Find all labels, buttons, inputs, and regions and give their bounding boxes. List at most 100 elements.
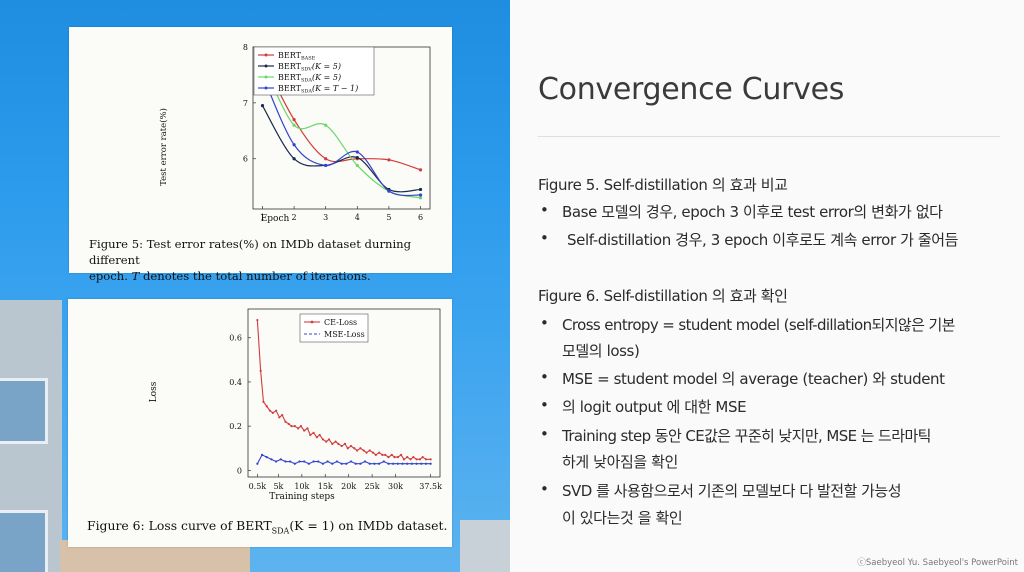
data-point	[371, 451, 375, 454]
data-point	[299, 425, 303, 428]
window	[0, 510, 48, 572]
x-tick-label: 5k	[273, 482, 283, 491]
data-point	[270, 458, 273, 461]
fig6-bullet-5-line-2: 이 있다는것 을 확인	[562, 509, 683, 527]
data-point	[353, 447, 356, 450]
data-point	[415, 462, 418, 465]
data-point	[418, 193, 423, 197]
data-point	[324, 163, 328, 168]
data-point	[298, 460, 301, 463]
data-point	[356, 449, 359, 452]
data-point	[420, 462, 423, 465]
y-tick-label: 0.4	[229, 378, 242, 387]
y-tick-label: 0.6	[229, 334, 242, 343]
data-point	[362, 449, 365, 452]
y-tick-label: 0	[237, 466, 242, 475]
data-point	[292, 123, 296, 127]
data-point	[284, 420, 287, 423]
data-point	[262, 400, 265, 403]
data-point	[429, 458, 432, 461]
figure-5-caption: Figure 5: Test error rates(%) on IMDb da…	[89, 236, 452, 284]
data-point	[284, 460, 287, 463]
data-point	[359, 447, 362, 450]
plot-frame	[247, 308, 441, 478]
fig6-bullet-1-line-2: 모델의 loss)	[562, 342, 640, 360]
data-point	[281, 414, 284, 417]
data-point	[334, 440, 337, 443]
data-point	[378, 462, 381, 465]
x-tick-label: 5	[386, 213, 391, 222]
data-point	[287, 422, 290, 426]
data-point	[324, 123, 328, 127]
data-point	[406, 462, 409, 465]
x-tick-label: 10k	[294, 482, 309, 491]
figure-6-caption: Figure 6: Loss curve of BERTSDA(K = 1) o…	[87, 518, 447, 539]
data-point	[279, 458, 282, 461]
bullet-dot: •	[540, 314, 549, 332]
data-point	[355, 156, 359, 160]
data-point	[409, 458, 412, 461]
x-tick-label: 4	[355, 213, 360, 222]
data-point	[309, 433, 312, 437]
caption-pre: Figure 6: Loss curve of BERT	[87, 518, 272, 533]
bullet-dot: •	[540, 396, 549, 414]
fig5-heading: Figure 5. Self-distillation 의 효과 비교	[538, 176, 788, 194]
data-point	[321, 438, 325, 441]
data-point	[326, 460, 329, 463]
y-tick-label: 0.2	[229, 422, 242, 431]
bullet-dot: •	[540, 229, 549, 247]
slide-title: Convergence Curves	[538, 72, 845, 107]
caption-line-1: Figure 5: Test error rates(%) on IMDb da…	[89, 237, 412, 267]
data-point	[324, 157, 328, 161]
title-divider	[538, 136, 1000, 137]
x-tick-label: 2	[292, 213, 297, 222]
legend-label: MSE-Loss	[324, 330, 365, 339]
data-point	[290, 425, 293, 428]
figure-6-card: 0.5k 5k 10k 15k 20k 25k 30k 37.5k 0 0.2 0.4 0.6 CE-…	[68, 299, 452, 547]
y-axis-label: Test error rate(%)	[158, 108, 169, 186]
data-point	[392, 462, 395, 465]
data-point	[307, 462, 310, 465]
data-point	[306, 427, 309, 430]
data-point	[293, 462, 296, 465]
y-tick-label: 6	[243, 155, 248, 164]
data-point	[303, 429, 306, 432]
legend-marker	[264, 75, 268, 79]
legend-marker	[264, 64, 268, 68]
data-point	[278, 416, 281, 419]
data-point	[293, 425, 296, 428]
legend-marker	[310, 320, 314, 324]
data-point	[312, 431, 315, 434]
data-point	[292, 143, 296, 147]
data-point	[354, 462, 357, 465]
y-tick-label: 8	[243, 43, 248, 52]
legend-label: BERTSDV(K = 5)	[278, 62, 341, 73]
data-point	[268, 409, 272, 412]
fig6-bullet-4-line-2: 하게 낮아짐을 확인	[562, 453, 678, 471]
data-point	[331, 462, 334, 465]
building-right	[460, 520, 510, 572]
data-point	[400, 453, 403, 456]
slide-footer: ⓒSaebyeol Yu. Saebyeol's PowerPoint	[857, 558, 1018, 568]
data-point	[337, 442, 340, 445]
data-point	[373, 462, 376, 465]
figure-6-chart: 0.5k 5k 10k 15k 20k 25k 30k 37.5k 0 0.2 0.4 0.6 CE-…	[149, 308, 442, 502]
data-point	[382, 460, 385, 463]
fig5-bullet-2: Self-distillation 경우, 3 epoch 이후로도 계속 er…	[567, 231, 959, 249]
data-point	[265, 405, 268, 408]
fig6-bullet-4-line-1: Training step 동안 CE값은 꾸준히 낮지만, MSE 는 드라마…	[562, 427, 931, 445]
data-point	[349, 444, 353, 448]
data-point	[421, 456, 424, 459]
data-point	[256, 462, 259, 465]
data-point	[325, 440, 328, 443]
data-point	[318, 433, 321, 437]
data-point	[289, 460, 292, 463]
data-point	[355, 163, 359, 168]
data-point	[418, 168, 423, 172]
fig5-bullet-1: Base 모델의 경우, epoch 3 이후로 test error의 변화가…	[562, 203, 943, 221]
legend-label: BERTSDA(K = T − 1)	[278, 84, 358, 95]
legend-marker	[264, 86, 268, 90]
fig6-bullet-5-line-1: SVD 를 사용함으로서 기존의 모델보다 다 발전할 가능성	[562, 482, 902, 500]
x-tick-label: 20k	[341, 482, 356, 491]
data-point	[368, 462, 371, 465]
